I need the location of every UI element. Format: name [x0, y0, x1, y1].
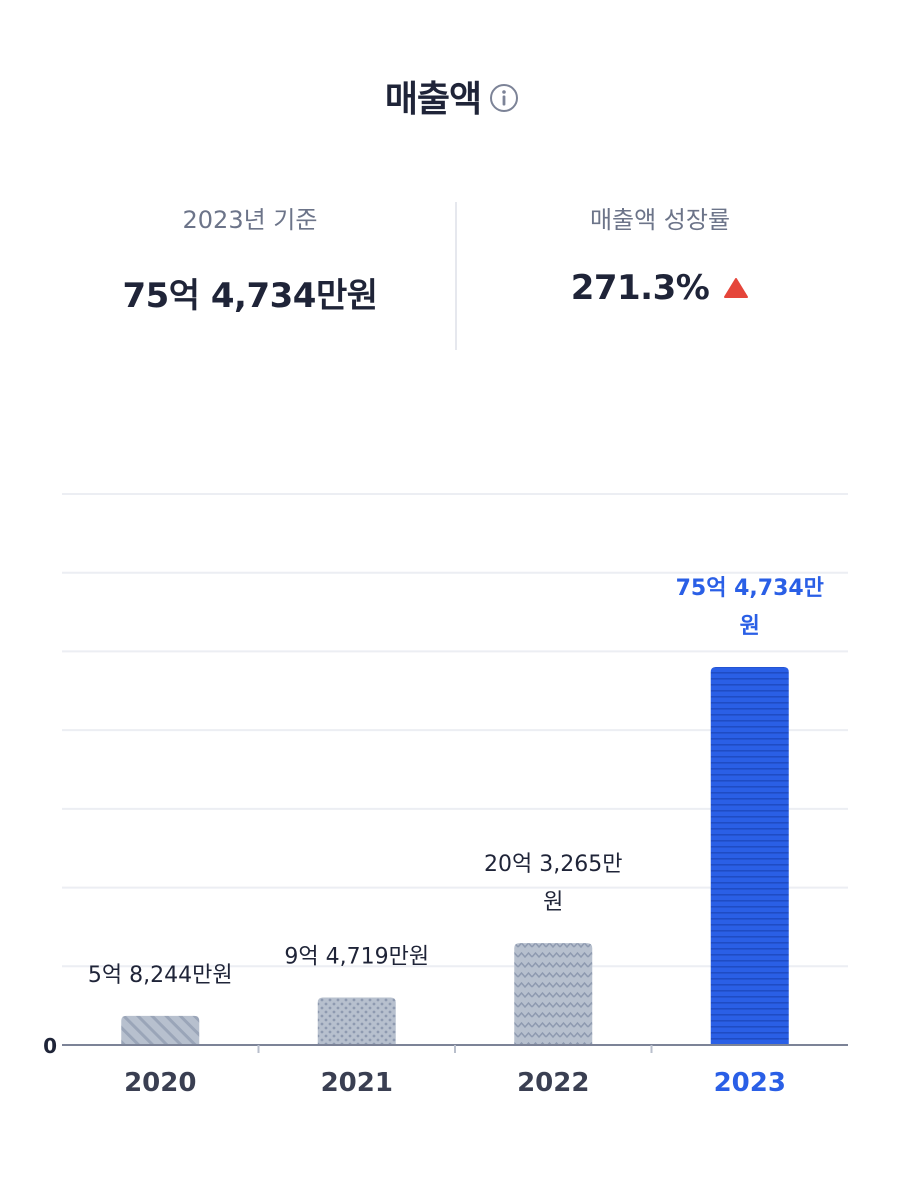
data-label: 원 [740, 614, 760, 639]
data-label: 9억 4,719만원 [284, 945, 429, 970]
stat-base-label: 2023년 기준 [182, 206, 318, 234]
x-tick-label: 2022 [517, 1068, 589, 1098]
stat-growth-value: 271.3% [570, 268, 710, 308]
x-tick-label: 2021 [321, 1068, 393, 1098]
page-title: 매출액 [384, 79, 482, 120]
bar-2022[interactable] [514, 943, 593, 1045]
stat-base-year: 2023년 기준 75억 4,734만원 [60, 200, 440, 317]
stats-divider [455, 202, 457, 350]
x-tick-label: 2020 [124, 1068, 196, 1098]
x-tick-label: 2023 [714, 1068, 786, 1098]
bar-2020[interactable] [121, 1015, 200, 1045]
data-label: 원 [543, 890, 563, 915]
chart-header: 매출액 [0, 70, 904, 122]
data-label: 5억 8,244만원 [88, 963, 233, 988]
triangle-up-icon [724, 278, 749, 298]
summary-stats: 2023년 기준 75억 4,734만원 매출액 성장률 271.3% [0, 200, 904, 350]
stat-growth: 매출액 성장률 271.3% [470, 200, 850, 308]
stat-growth-label: 매출액 성장률 [589, 206, 731, 234]
bar-2023[interactable] [710, 666, 789, 1045]
data-label: 20억 3,265만 [484, 852, 622, 877]
stat-base-value: 75억 4,734만원 [122, 276, 378, 316]
bar-2021[interactable] [317, 997, 396, 1045]
stat-growth-value-row: 271.3% [470, 268, 850, 308]
x-axis: 0 2020 2021 2022 2023 [43, 1034, 848, 1098]
y-tick-label: 0 [43, 1034, 57, 1058]
data-label: 75억 4,734만 [676, 576, 824, 601]
info-icon[interactable] [489, 83, 519, 113]
stat-base-value-row: 75억 4,734만원 [60, 268, 440, 317]
bars [121, 666, 789, 1045]
